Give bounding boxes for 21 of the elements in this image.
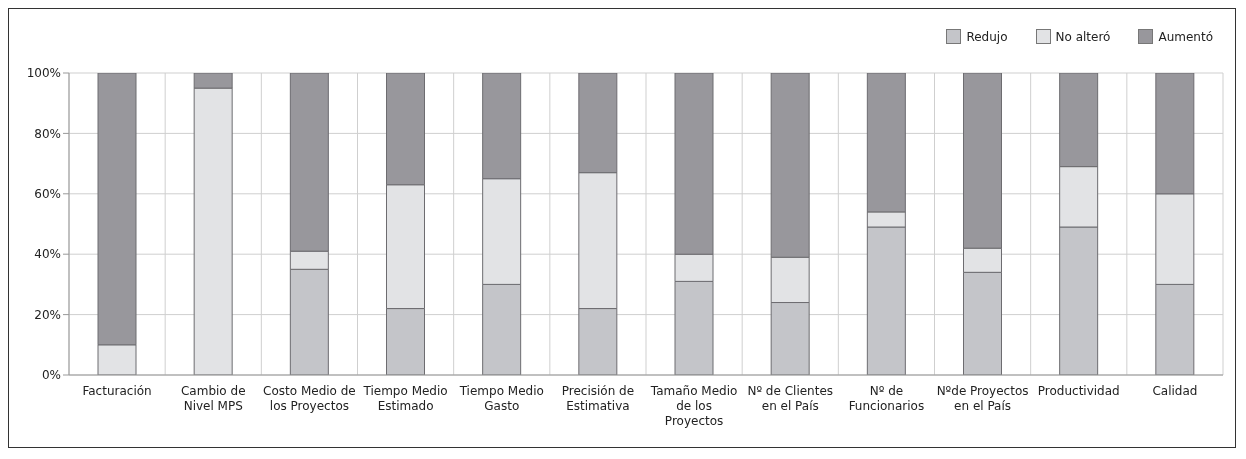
x-tick-label: Productividad <box>1037 384 1120 398</box>
x-tick-label: Tamaño Medio de los Proyectos <box>649 384 738 428</box>
x-tick-label: Precisión de Estimativa <box>561 384 635 413</box>
y-tick-label: 40% <box>34 247 61 262</box>
legend-label: Aumentó <box>1157 29 1213 44</box>
x-tick-label: Nºde Proyectos en el País <box>936 384 1029 413</box>
x-tick-label: Calidad <box>1152 384 1198 398</box>
x-tick-label: Tiempo Medio Gasto <box>458 384 544 413</box>
legend-label: Redujo <box>965 29 1008 44</box>
y-tick-label: 80% <box>34 126 61 141</box>
y-tick-label: 0% <box>41 368 61 383</box>
x-tick-label: Facturación <box>82 384 152 398</box>
x-tick-label: Nº de Funcionarios <box>848 384 925 413</box>
x-tick-label: Nº de Clientes en el País <box>747 384 834 413</box>
x-tick-label: Costo Medio de los Proyectos <box>263 384 356 413</box>
x-tick-label: Tiempo Medio Estimado <box>362 384 448 413</box>
legend-label: No alteró <box>1054 29 1111 44</box>
y-tick-label: 20% <box>34 307 61 322</box>
x-tick-label: Cambio de Nivel MPS <box>180 384 246 413</box>
y-tick-label: 100% <box>26 66 61 81</box>
y-tick-label: 60% <box>34 187 61 202</box>
